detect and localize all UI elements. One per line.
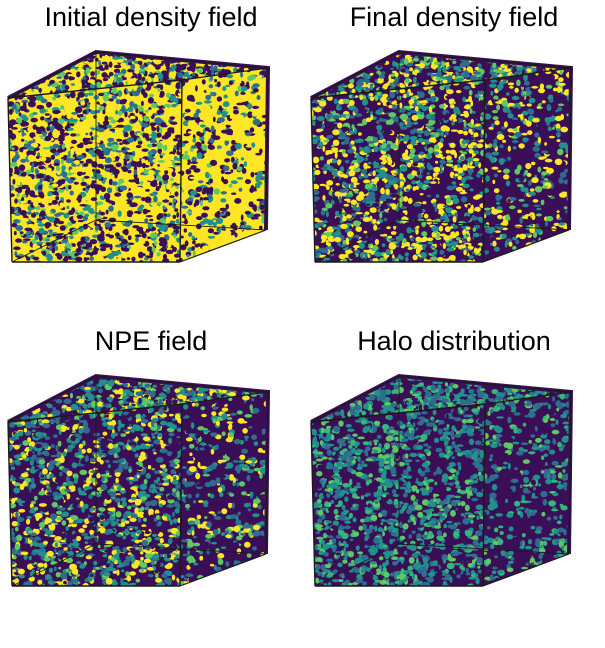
panel-halo-distribution: Halo distribution <box>303 324 605 648</box>
density-cube-image <box>7 373 271 587</box>
panel-final-density: Final density field <box>303 0 605 324</box>
density-cube-image <box>7 49 271 263</box>
panel-title: NPE field <box>94 326 208 356</box>
halo-cube-image <box>310 373 574 587</box>
panel-npe-field: NPE field <box>0 324 302 648</box>
panel-title: Halo distribution <box>357 326 551 356</box>
panel-initial-density: Initial density field <box>0 0 302 324</box>
panel-title: Initial density field <box>44 2 258 32</box>
density-cube-image <box>310 49 574 263</box>
panel-title: Final density field <box>349 2 559 32</box>
